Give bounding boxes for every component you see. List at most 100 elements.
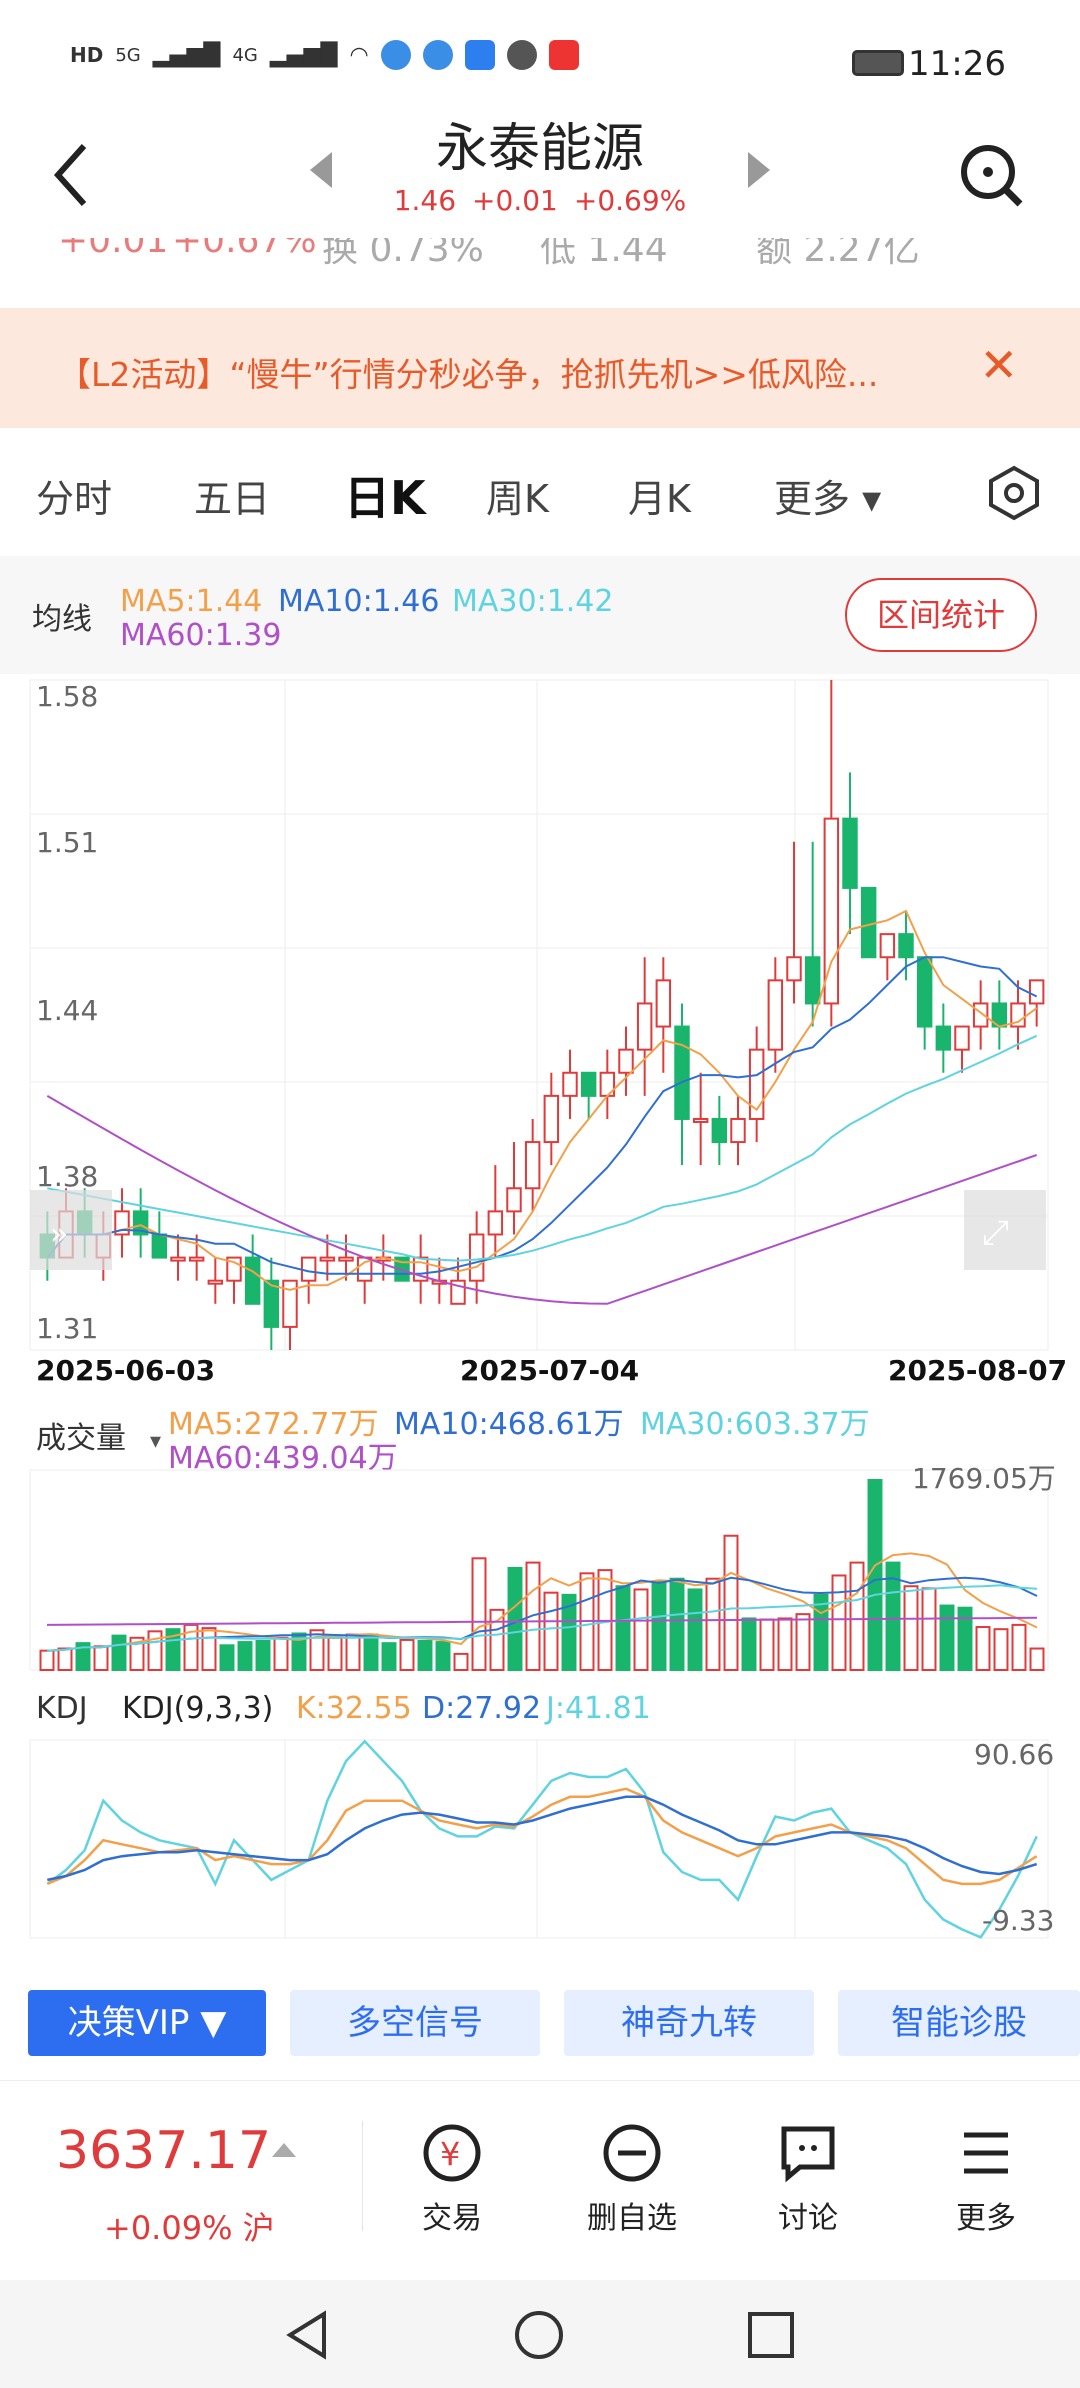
- volume-bar: [1029, 1647, 1045, 1671]
- volume-max-label: 1769.05万: [912, 1462, 1056, 1495]
- volume-bar: [885, 1561, 901, 1671]
- smart-diagnosis-button[interactable]: 智能诊股: [838, 1990, 1080, 2056]
- remove-icon: [603, 2124, 661, 2182]
- kdj-k-line: [46, 1787, 1038, 1886]
- candle: [674, 1025, 690, 1120]
- volume-bar: [399, 1638, 415, 1672]
- y-tick-label: 1.31: [36, 1312, 98, 1345]
- candle: [562, 1071, 578, 1097]
- kdj-j-line: [46, 1739, 1038, 1939]
- fullscreen-icon[interactable]: ⤢: [964, 1190, 1046, 1270]
- system-nav-bar: [0, 2280, 1080, 2388]
- volume-bar: [561, 1593, 577, 1672]
- candle: [655, 979, 672, 1028]
- volume-bar: [543, 1591, 559, 1671]
- status-icons: HD 5G ▂▄▆█ 4G ▂▄▆█ ◠: [70, 40, 579, 70]
- candle: [394, 1256, 410, 1282]
- tab-monthly-k[interactable]: 月K: [628, 477, 691, 521]
- volume-bar: [849, 1561, 865, 1671]
- long-short-signal-button[interactable]: 多空信号: [290, 1990, 540, 2056]
- nav-back-icon[interactable]: [280, 2308, 334, 2362]
- ma60-line: [46, 1095, 1038, 1305]
- candle: [636, 1002, 653, 1051]
- kdj-bottom-label: -9.33: [982, 1904, 1054, 1937]
- candle: [151, 1233, 168, 1259]
- svg-text:¥: ¥: [440, 2135, 460, 2173]
- kline-candles: [39, 680, 1045, 1350]
- candle: [860, 886, 877, 959]
- ma-label: 均线: [32, 602, 92, 637]
- tab-daily-k[interactable]: 日K: [344, 471, 426, 525]
- ma30-value: MA30:1.42: [452, 584, 614, 619]
- vol-ma60-value: MA60:439.04万: [168, 1441, 398, 1476]
- more-button[interactable]: 更多: [926, 2121, 1046, 2237]
- stock-change: +0.01: [472, 184, 558, 217]
- index-change[interactable]: +0.09% 沪: [104, 2203, 275, 2249]
- back-icon[interactable]: [52, 140, 92, 210]
- candle: [338, 1256, 354, 1262]
- quote-detail-item: +0.67%: [172, 238, 317, 261]
- index-value[interactable]: 3637.17: [56, 2121, 272, 2181]
- tab-more[interactable]: 更多 ▾: [774, 477, 882, 521]
- close-icon[interactable]: ✕: [979, 338, 1018, 392]
- candle: [935, 1025, 952, 1051]
- next-stock-icon[interactable]: [748, 152, 770, 188]
- promo-banner-text[interactable]: 【L2活动】“慢牛”行情分秒必争，抢抓先机>>低风险...: [58, 355, 879, 394]
- trade-icon: ¥: [423, 2124, 481, 2182]
- candle: [767, 979, 784, 1051]
- menu-icon: [964, 2132, 1008, 2174]
- decision-vip-button[interactable]: 决策VIP ▼: [28, 1990, 266, 2056]
- candle: [1010, 1002, 1026, 1028]
- volume-bar: [75, 1642, 91, 1671]
- candle: [282, 1279, 298, 1328]
- signal-icon-2: ▂▄▆█: [269, 42, 338, 68]
- volume-label[interactable]: 成交量: [36, 1421, 126, 1456]
- app-notification-icon-4: [548, 40, 579, 70]
- volume-bar: [669, 1577, 685, 1672]
- volume-bar: [975, 1626, 991, 1671]
- nav-recents-icon[interactable]: [744, 2308, 798, 2362]
- volume-bar: [813, 1593, 829, 1672]
- prev-stock-icon[interactable]: [310, 152, 332, 188]
- trade-button[interactable]: ¥ 交易: [392, 2121, 512, 2237]
- volume-bars: [39, 1479, 1045, 1672]
- candle: [506, 1187, 522, 1213]
- stock-header: 永泰能源 1.46 +0.01 +0.69%: [0, 100, 1080, 240]
- promo-banner[interactable]: 【L2活动】“慢牛”行情分秒必争，抢抓先机>>低风险... ✕: [0, 308, 1080, 428]
- quote-detail-row: +0.01 +0.67% 换 0.73% 低 1.44 额 2.27亿: [0, 238, 1080, 278]
- volume-bar: [723, 1534, 739, 1671]
- stock-name: 永泰能源: [435, 119, 644, 179]
- tab-weekly-k[interactable]: 周K: [486, 477, 549, 521]
- candle: [842, 817, 858, 889]
- volume-bar: [1011, 1623, 1027, 1672]
- stock-charts[interactable]: 1.58 1.51 1.44 1.38 1.31 2025-06-03 2025…: [0, 670, 1080, 1960]
- range-stats-button[interactable]: 区间统计: [845, 578, 1037, 652]
- settings-icon[interactable]: [985, 464, 1043, 522]
- candle: [730, 1117, 746, 1144]
- expand-left-icon[interactable]: »: [30, 1190, 112, 1270]
- search-icon[interactable]: [956, 140, 1026, 210]
- ma10-line: [46, 956, 1038, 1275]
- volume-bar: [687, 1588, 703, 1672]
- signal-icon: ▂▄▆█: [152, 42, 221, 68]
- nav-home-icon[interactable]: [512, 2308, 566, 2362]
- hd-label: HD: [70, 43, 104, 67]
- kdj-d-value: D:27.92: [422, 1691, 541, 1726]
- volume-bar: [741, 1617, 757, 1671]
- ma60-value: MA60:1.39: [120, 618, 282, 653]
- signal-4g-label: 4G: [232, 44, 258, 66]
- remove-watchlist-button[interactable]: 删自选: [572, 2121, 692, 2237]
- vol-ma10-value: MA10:468.61万: [394, 1407, 624, 1442]
- kdj-lines: [46, 1739, 1038, 1939]
- discuss-button[interactable]: 讨论: [748, 2121, 868, 2237]
- tab-five-day[interactable]: 五日: [194, 477, 271, 521]
- trade-label: 交易: [422, 2201, 482, 2236]
- magic-nine-button[interactable]: 神奇九转: [564, 1990, 814, 2056]
- candle: [319, 1256, 336, 1262]
- index-market: 沪: [242, 2209, 275, 2247]
- volume-bar: [273, 1636, 289, 1671]
- candle: [263, 1279, 280, 1328]
- volume-bar: [57, 1647, 73, 1671]
- tab-intraday[interactable]: 分时: [36, 477, 113, 521]
- volume-bar: [615, 1585, 631, 1671]
